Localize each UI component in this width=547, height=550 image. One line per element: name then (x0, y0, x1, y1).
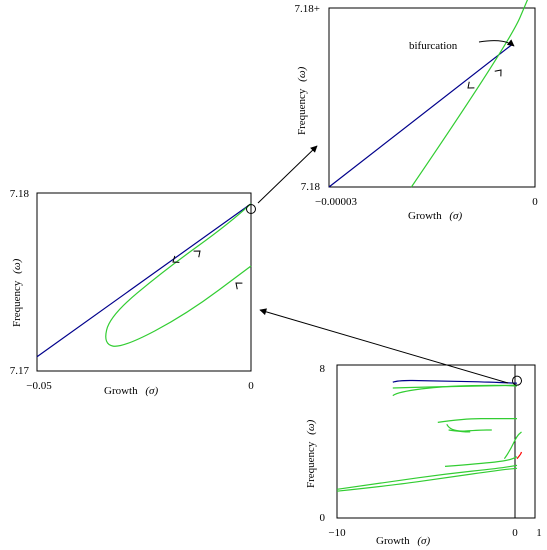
main-series-5 (448, 429, 471, 433)
zoom2-x-tick-left: −0.00003 (315, 196, 357, 208)
zoom2-y-tick-bottom: 7.18 (301, 181, 321, 193)
main-series-0 (392, 379, 518, 384)
main-series-2 (392, 384, 518, 389)
zoom2-series-0 (328, 43, 514, 188)
zoom2-y-tick-top: 7.18+ (295, 3, 320, 15)
zoom1-x-tick-right: 0 (248, 380, 254, 392)
zoom1-green-direction-chevron-1 (193, 250, 201, 258)
zoom2-plot-area (328, 0, 529, 188)
bifurcation-label: bifurcation (409, 40, 458, 52)
main-xlabel: Growth (σ) (376, 535, 430, 547)
zoom2-ylabel: Frequency (ω) (296, 66, 308, 135)
zoom1-x-tick-left: −0.05 (26, 380, 52, 392)
main-series-7 (336, 464, 518, 490)
main-x-tick-right: 1 (536, 527, 542, 539)
main-series-6 (336, 467, 518, 492)
main-series-3 (446, 424, 492, 432)
main-ylabel: Frequency (ω) (305, 419, 317, 488)
zoom1-xlabel: Growth (σ) (104, 385, 158, 397)
zoom2-x-tick-right: 0 (532, 196, 538, 208)
zoom2-frame (328, 7, 536, 188)
chart-main: 8 0 −10 0 1 Frequency (ω) Growth (σ) (305, 363, 542, 547)
chart-zoom2: 7.18+ 7.18 −0.00003 0 Frequency (ω) Grow… (295, 0, 538, 222)
chart-zoom1: 7.18 7.17 −0.05 0 Frequency (ω) Growth (… (10, 188, 256, 397)
zoom1-circle-marker (246, 204, 256, 215)
zoom2-blue-direction-chevron (467, 81, 475, 89)
zoom1-green-direction-chevron-2 (235, 282, 243, 290)
main-frame (336, 364, 536, 519)
main-plot-area (336, 375, 523, 492)
zoom1-frame (36, 192, 252, 372)
zoom1-series-0 (36, 203, 252, 358)
zoom-arrow-to-middle (259, 308, 509, 384)
main-series-9 (503, 431, 522, 460)
zoom1-y-tick-bottom: 7.17 (10, 365, 30, 377)
zoom1-ylabel: Frequency (ω) (11, 258, 23, 327)
zoom2-green-direction-chevron (494, 69, 502, 77)
zoom1-plot-area (36, 203, 256, 358)
main-circle-marker (512, 375, 522, 386)
main-series-8 (444, 456, 518, 467)
main-x-tick-left: −10 (328, 527, 346, 539)
zoom1-y-tick-top: 7.18 (10, 188, 30, 200)
zoom2-series-1 (410, 0, 529, 188)
main-series-4 (437, 418, 517, 423)
zoom-arrow-to-top (257, 145, 318, 204)
zoom1-series-1 (105, 203, 252, 347)
main-y-tick-bottom: 0 (320, 512, 326, 524)
zoom2-xlabel: Growth (σ) (408, 210, 462, 222)
main-series-10 (516, 451, 523, 460)
zoom1-blue-direction-chevron (172, 255, 180, 263)
main-x-tick-zero: 0 (512, 527, 518, 539)
bifurcation-arrow (478, 39, 515, 47)
main-y-tick-top: 8 (320, 363, 326, 375)
